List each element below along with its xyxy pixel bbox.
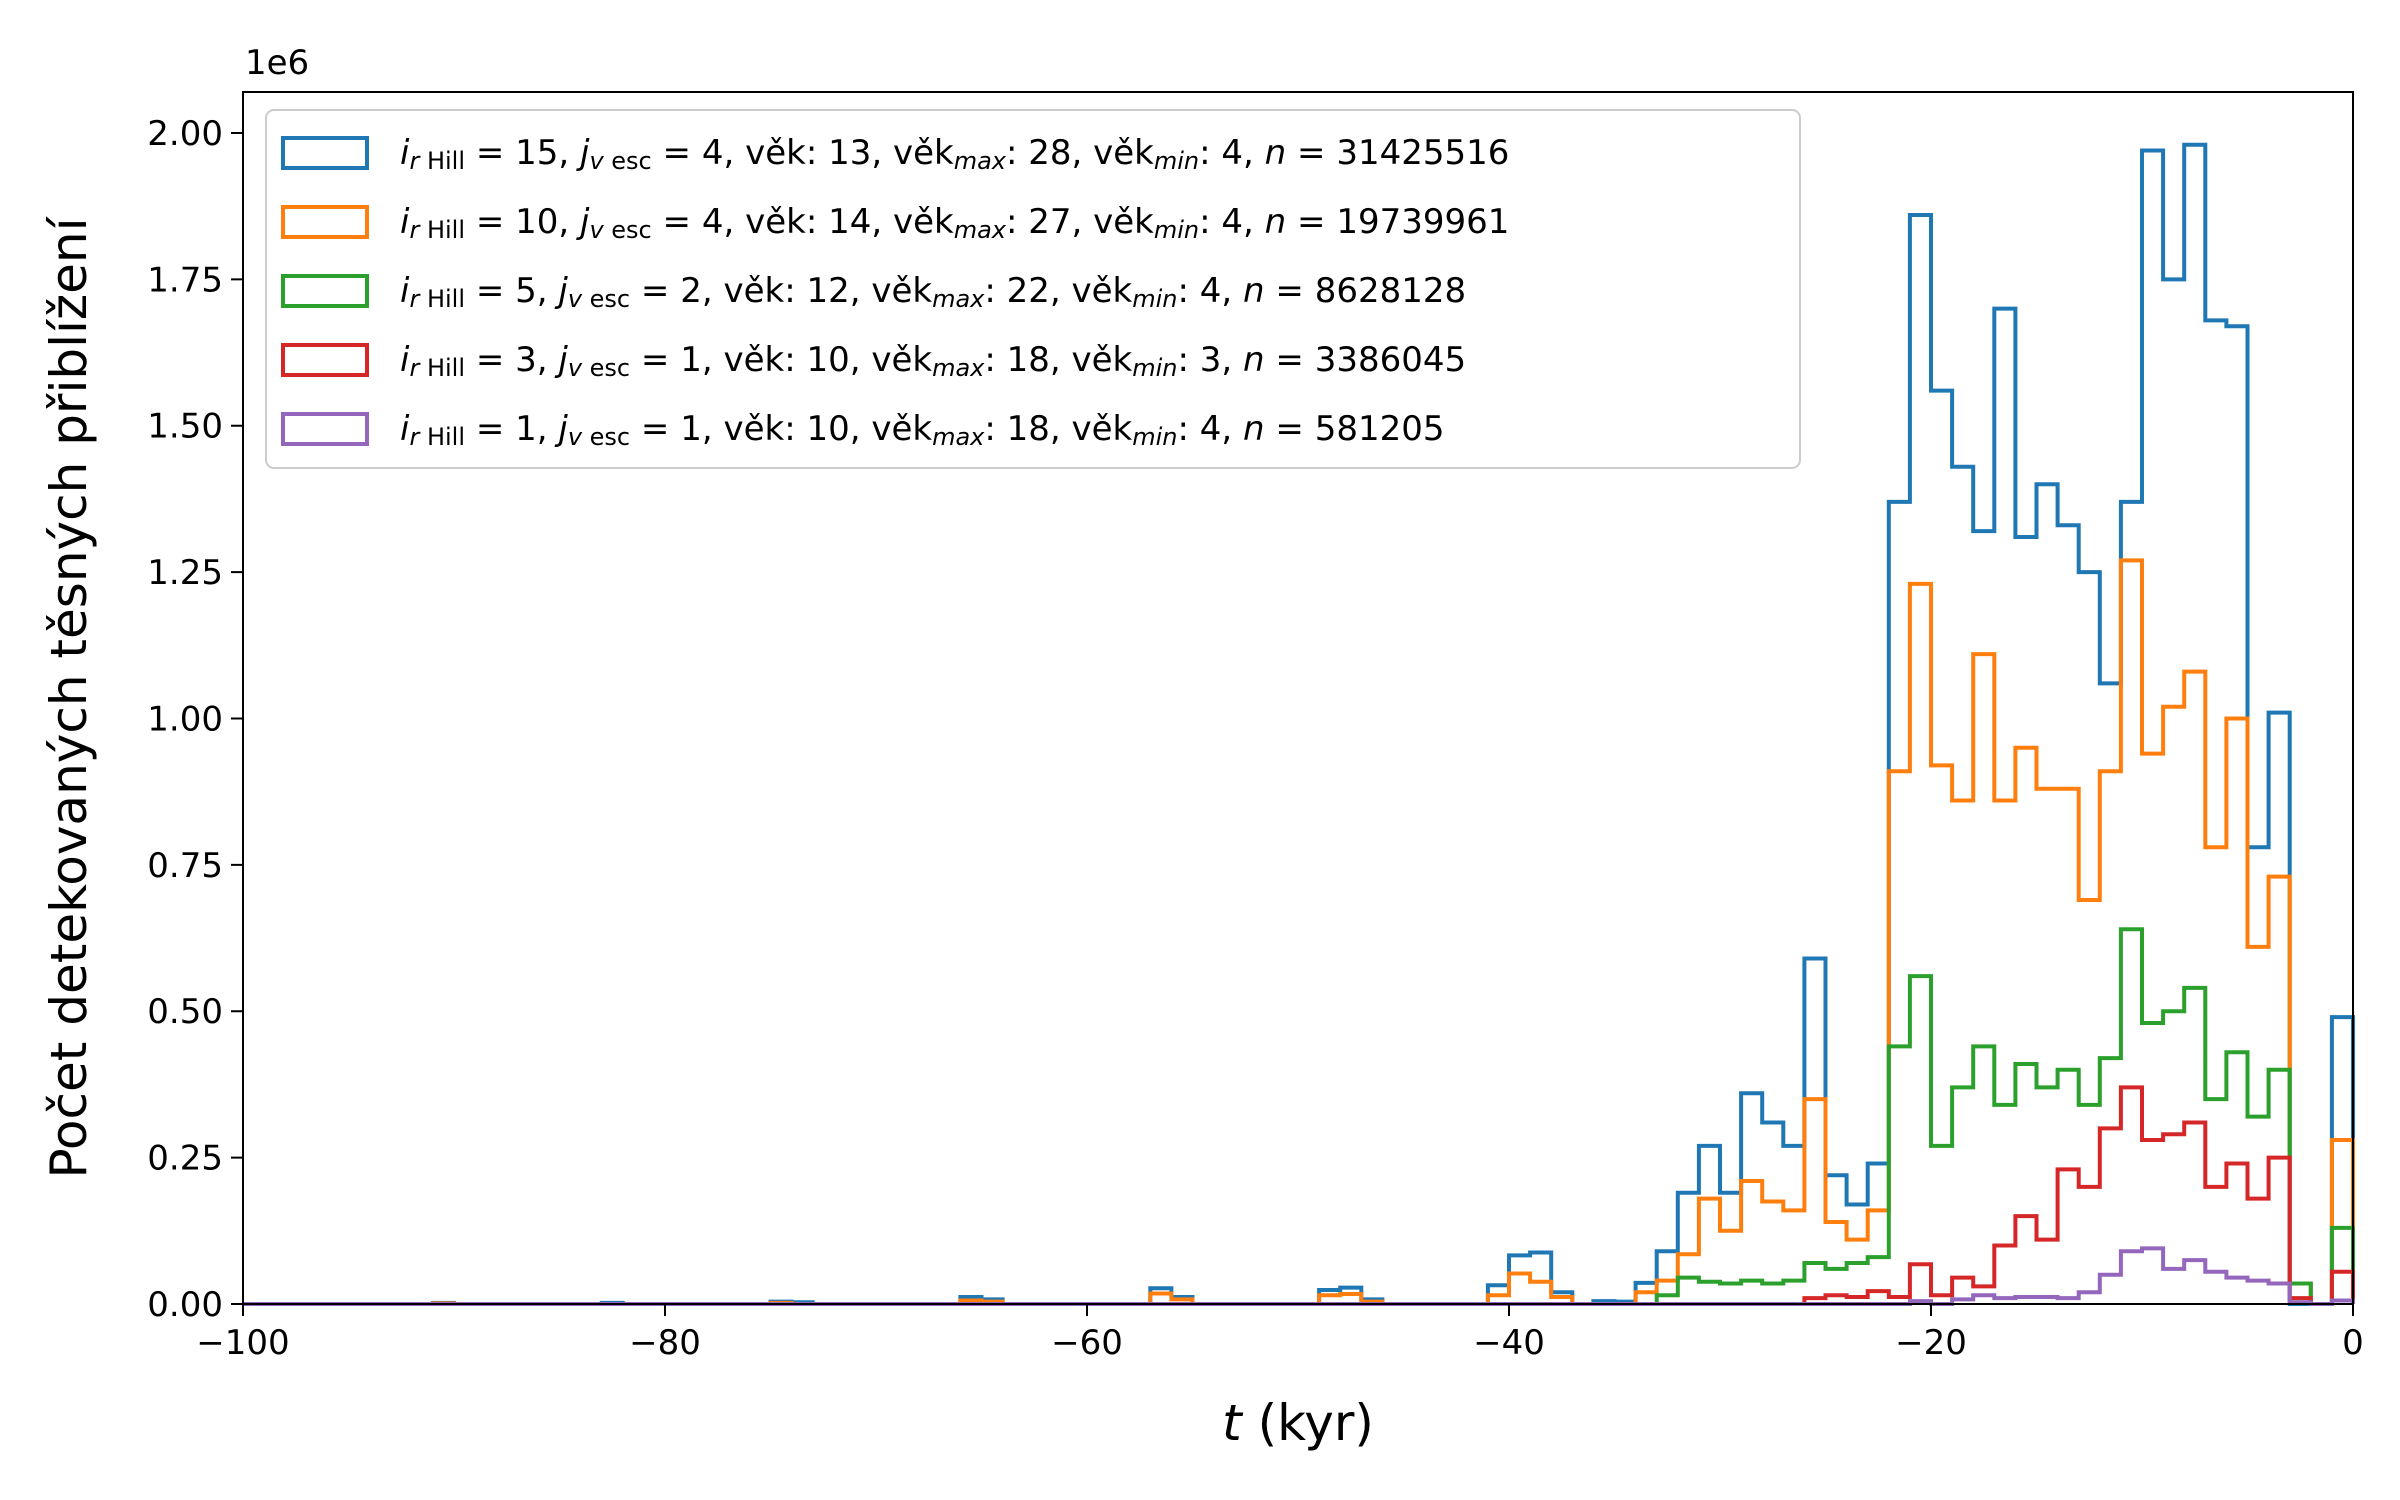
x-tick-label: −20 (1895, 1323, 1967, 1363)
legend: ir Hill = 15, jv esc = 4, věk: 13, věkma… (265, 109, 1801, 469)
plot-frame (242, 91, 2354, 1305)
y-tick-label: 0.50 (147, 992, 223, 1032)
y-tick-label: 1.75 (147, 260, 223, 300)
y-tick-label: 1.00 (147, 699, 223, 739)
legend-label-0: ir Hill = 15, jv esc = 4, věk: 13, věkma… (400, 133, 1509, 175)
x-tick-label: −100 (196, 1323, 289, 1363)
legend-swatch-2 (281, 274, 369, 308)
legend-swatch-4 (281, 412, 369, 446)
x-axis-title-unit: (kyr) (1242, 1394, 1374, 1452)
x-tick-label: −60 (1051, 1323, 1123, 1363)
y-tick-label: 0.75 (147, 846, 223, 886)
y-axis-title: Počet detekovaných těsných přiblížení (40, 215, 98, 1178)
x-tick-label: 0 (2342, 1323, 2364, 1363)
axis-ticks: −100 −80 −60 −40 −20 0 0.00 0.25 0.50 0.75 1.00 1.2… (147, 114, 2364, 1363)
legend-swatch-1 (281, 205, 369, 239)
y-tick-label: 0.00 (147, 1285, 223, 1325)
x-tick-label: −80 (629, 1323, 701, 1363)
legend-label-4: ir Hill = 1, jv esc = 1, věk: 10, věkmax… (400, 409, 1445, 451)
y-tick-label: 1.50 (147, 407, 223, 447)
legend-label-1: ir Hill = 10, jv esc = 4, věk: 14, věkma… (400, 202, 1509, 244)
x-tick-label: −40 (1473, 1323, 1545, 1363)
y-offset-text: 1e6 (245, 43, 309, 83)
y-tick-label: 1.25 (147, 553, 223, 593)
legend-label-2: ir Hill = 5, jv esc = 2, věk: 12, věkmax… (400, 271, 1466, 313)
x-axis-title: t (kyr) (1222, 1394, 1374, 1452)
legend-swatch-0 (281, 136, 369, 170)
legend-label-3: ir Hill = 3, jv esc = 1, věk: 10, věkmax… (400, 340, 1466, 382)
legend-box (265, 109, 1801, 469)
x-axis-title-var: t (1222, 1394, 1244, 1452)
y-tick-label: 0.25 (147, 1139, 223, 1179)
legend-swatch-3 (281, 343, 369, 377)
y-tick-label: 2.00 (147, 114, 223, 154)
